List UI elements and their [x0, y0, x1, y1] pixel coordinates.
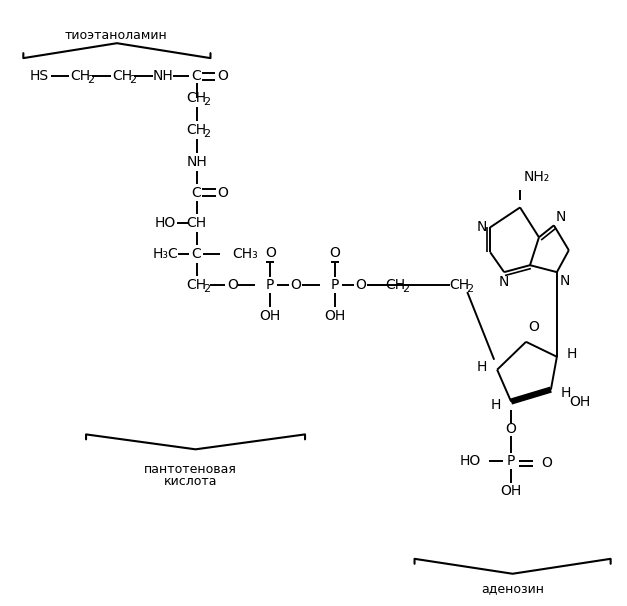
Text: P: P [507, 454, 515, 468]
Text: аденозин: аденозин [482, 582, 545, 595]
Text: H: H [491, 398, 501, 411]
Text: O: O [217, 185, 228, 199]
Text: O: O [265, 246, 276, 260]
Text: O: O [541, 456, 552, 470]
Text: OH: OH [569, 395, 590, 408]
Text: OH: OH [324, 309, 345, 323]
Text: N: N [499, 275, 509, 289]
Text: N: N [477, 221, 487, 235]
Text: H: H [561, 385, 571, 399]
Text: O: O [356, 278, 366, 292]
Text: O: O [528, 320, 539, 334]
Text: 2: 2 [204, 284, 211, 294]
Text: CH: CH [186, 216, 207, 230]
Text: CH: CH [186, 123, 207, 137]
Text: HS: HS [29, 69, 49, 83]
Text: CH: CH [186, 91, 207, 105]
Text: H: H [567, 347, 577, 361]
Text: N: N [560, 274, 570, 288]
Text: CH: CH [70, 69, 90, 83]
Text: P: P [266, 278, 275, 292]
Text: 2: 2 [204, 129, 211, 139]
Text: NH: NH [186, 155, 207, 168]
Text: NH: NH [152, 69, 173, 83]
Text: OH: OH [260, 309, 281, 323]
Text: CH: CH [386, 278, 406, 292]
Text: HO: HO [460, 454, 482, 468]
Text: P: P [330, 278, 339, 292]
Text: кислота: кислота [164, 474, 218, 488]
Text: OH: OH [500, 484, 522, 498]
Text: H: H [477, 360, 487, 374]
Text: 2: 2 [466, 284, 473, 294]
Text: N: N [556, 210, 566, 224]
Text: O: O [329, 246, 340, 260]
Text: O: O [227, 278, 238, 292]
Text: тиоэтаноламин: тиоэтаноламин [65, 28, 167, 42]
Text: 2: 2 [403, 284, 409, 294]
Text: HO: HO [155, 216, 176, 230]
Text: O: O [217, 69, 228, 83]
Text: CH: CH [112, 69, 132, 83]
Text: O: O [505, 422, 517, 436]
Text: CH: CH [450, 278, 470, 292]
Text: пантотеновая: пантотеновая [144, 463, 237, 476]
Text: NH₂: NH₂ [524, 170, 551, 184]
Text: CH₃: CH₃ [233, 247, 258, 261]
Text: H₃C: H₃C [153, 247, 179, 261]
Text: C: C [192, 185, 201, 199]
Text: 2: 2 [129, 75, 136, 85]
Text: C: C [192, 247, 201, 261]
Text: O: O [291, 278, 302, 292]
Text: 2: 2 [204, 97, 211, 107]
Text: 2: 2 [87, 75, 94, 85]
Text: CH: CH [186, 278, 207, 292]
Text: C: C [192, 69, 201, 83]
